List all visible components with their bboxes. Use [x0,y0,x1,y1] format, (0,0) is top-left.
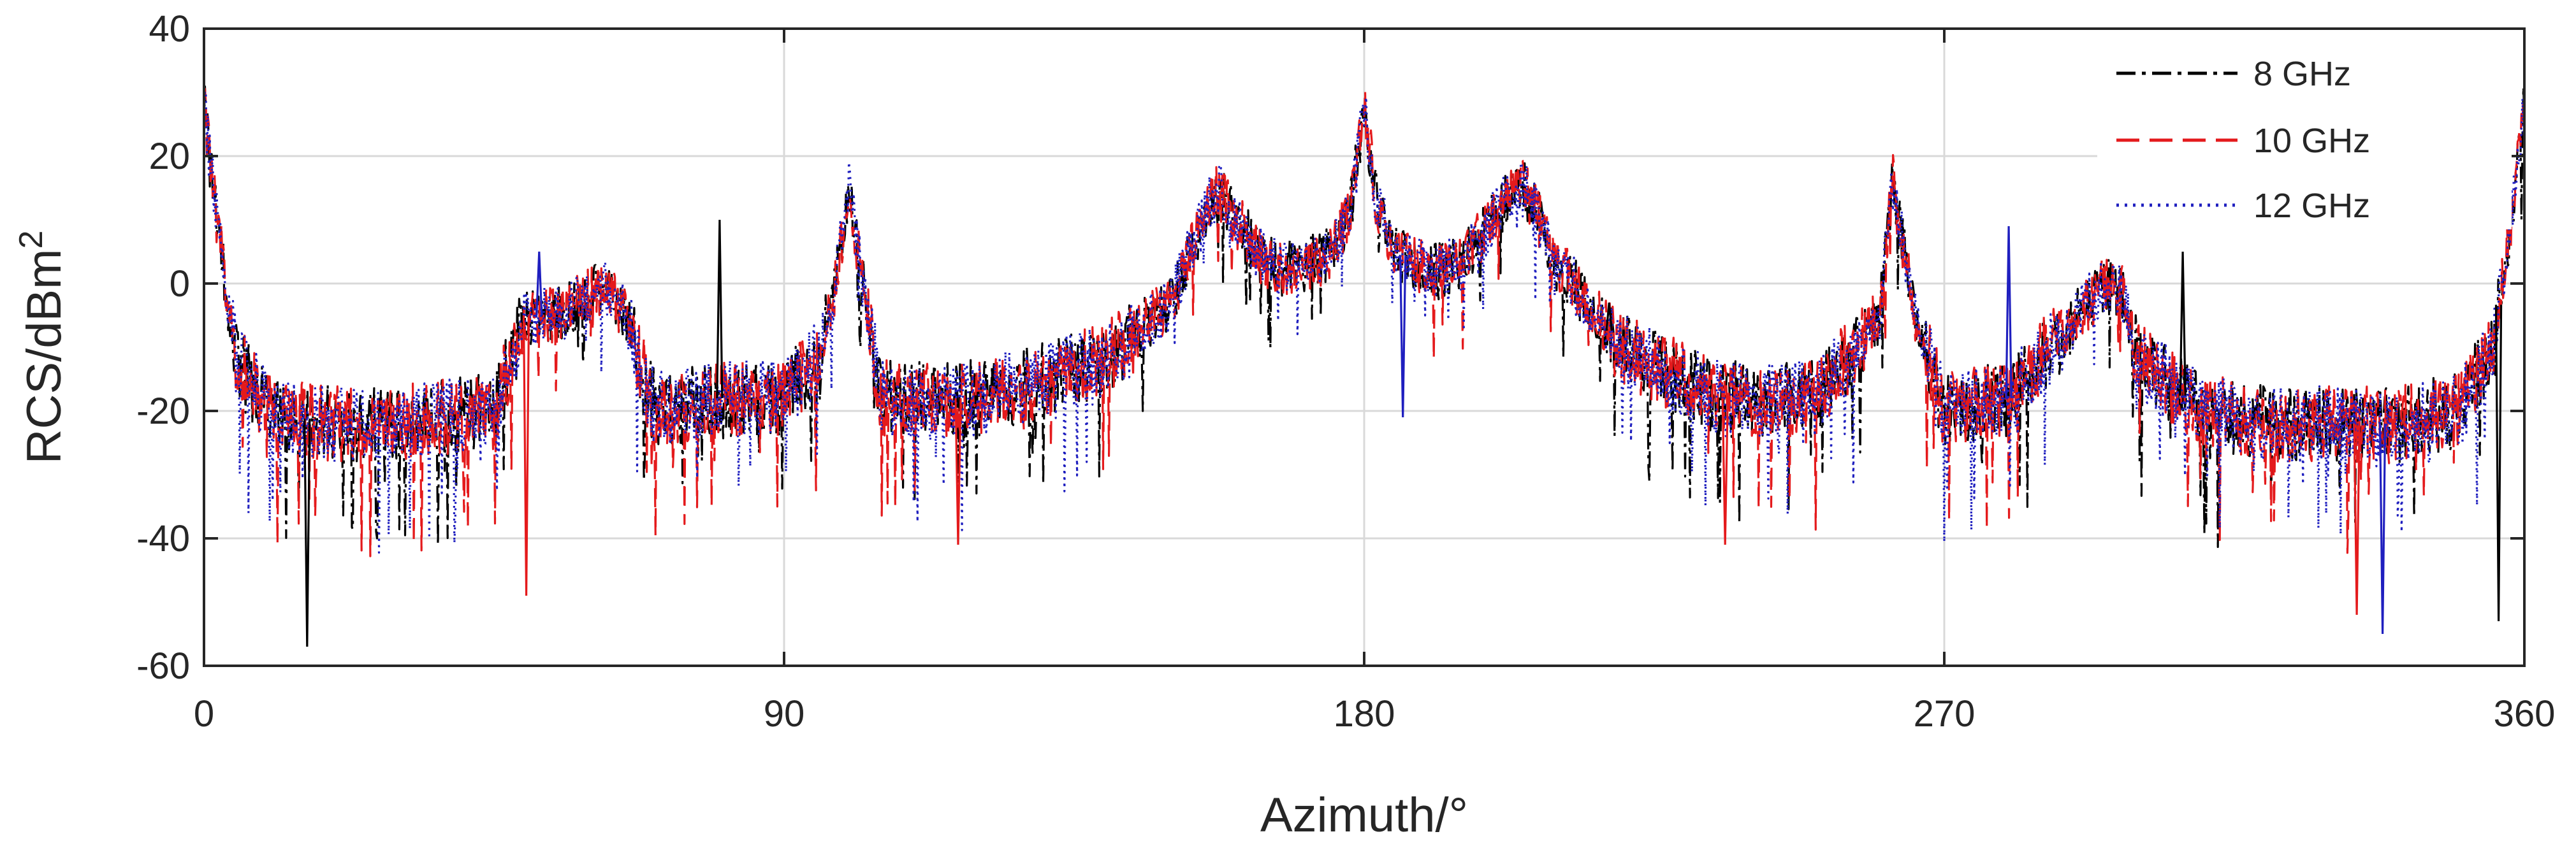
series-line [203,90,2526,554]
series-spike [303,418,311,647]
series-spike [535,251,543,316]
y-axis-title-main: RCS/dBm [17,249,71,464]
series-spike [1399,255,1407,418]
series-line [203,87,2526,557]
series-spike [2494,305,2503,622]
series-spike [1721,398,1729,545]
y-tick-label: 40 [149,8,190,50]
y-tick-label: -20 [136,391,190,432]
legend-label-12ghz: 12 GHz [2253,187,2370,225]
series-layer [203,85,2526,647]
x-tick-label: 180 [1334,693,1395,735]
legend-box [2097,38,2512,229]
series-spike [954,398,962,545]
series-spike [2179,251,2187,396]
y-tick-label: 0 [170,263,190,305]
series-spike [522,315,530,596]
x-tick-label: 90 [764,693,805,735]
series-spike [2378,423,2387,635]
y-tick-label: -60 [136,645,190,687]
y-axis-title-superscript: 2 [13,231,50,249]
x-axis-title: Azimuth/° [1260,788,1468,842]
legend: 8 GHz 10 GHz 12 GHz [2097,38,2512,229]
x-tick-label: 360 [2494,693,2556,735]
y-axis-title: RCS/dBm2 [13,231,71,464]
series-spike [1605,302,1613,331]
x-tick-label: 0 [194,693,214,735]
series-spike [716,219,724,399]
legend-label-10ghz: 10 GHz [2253,122,2370,160]
series-spike [2005,226,2012,399]
legend-label-8ghz: 8 GHz [2253,55,2351,93]
y-tick-label: 20 [149,136,190,177]
y-tick-label: -40 [136,518,190,559]
series-spike [2353,423,2361,615]
x-tick-label: 270 [1914,693,1976,735]
